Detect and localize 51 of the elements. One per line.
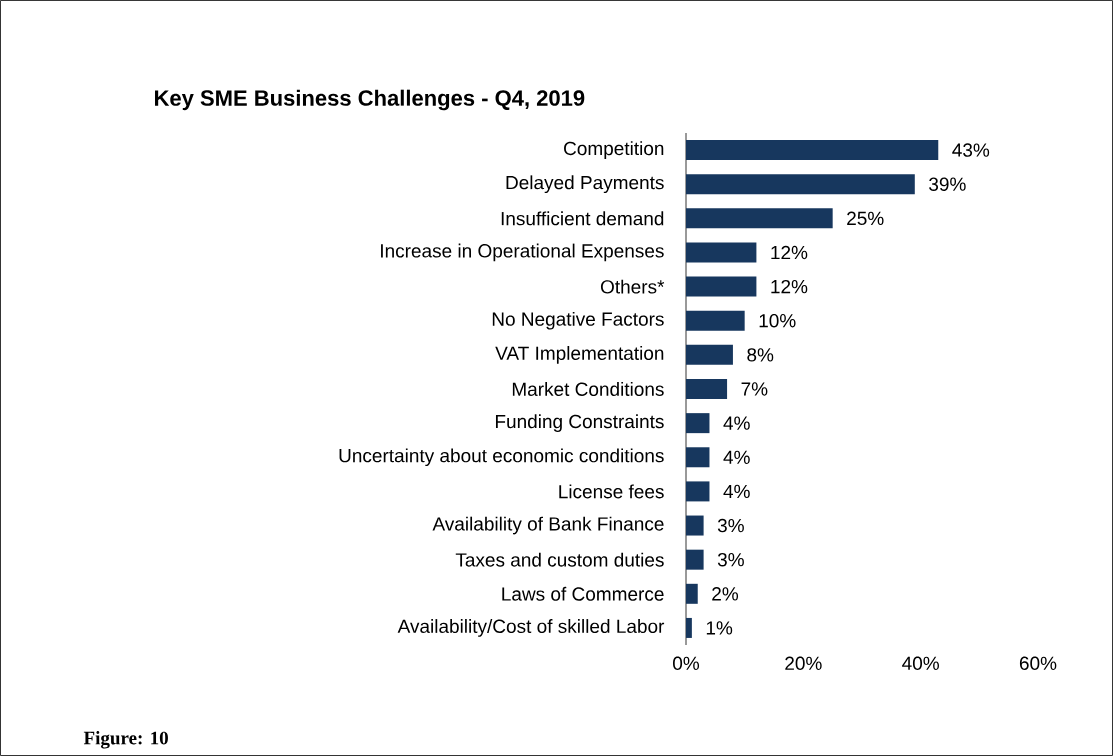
y-tick-label: Taxes and custom duties bbox=[455, 552, 664, 567]
y-tick-label: VAT Implementation bbox=[495, 346, 664, 364]
data-label: 43% bbox=[952, 143, 990, 157]
data-label: 8% bbox=[747, 348, 774, 362]
bar bbox=[686, 379, 728, 399]
y-tick-label: License fees bbox=[559, 484, 664, 499]
bar bbox=[686, 481, 710, 502]
y-tick-label: Market Conditions bbox=[512, 382, 664, 396]
data-label: 3% bbox=[717, 518, 744, 533]
data-label: 7% bbox=[741, 382, 768, 396]
bar bbox=[686, 208, 833, 229]
y-tick-label: Competition bbox=[564, 141, 664, 159]
data-label: 1% bbox=[706, 621, 733, 635]
data-label: 4% bbox=[723, 484, 750, 499]
bar bbox=[686, 549, 704, 570]
data-label: 12% bbox=[771, 245, 808, 260]
text: Figure: 10 bbox=[83, 731, 168, 749]
data-label: 39% bbox=[929, 177, 966, 191]
bar bbox=[686, 344, 733, 365]
bar bbox=[686, 617, 692, 638]
data-label: 4% bbox=[723, 450, 750, 464]
data-label: 3% bbox=[717, 552, 744, 567]
y-tick-label: Uncertainty about economic conditions bbox=[339, 448, 664, 467]
data-label: 25% bbox=[847, 211, 884, 226]
data-label: 2% bbox=[712, 587, 739, 601]
y-tick-label: Availability of Bank Finance bbox=[432, 516, 664, 535]
x-tick-label: 0% bbox=[673, 656, 700, 670]
y-tick-label: Laws of Commerce bbox=[502, 586, 664, 601]
data-label: 10% bbox=[759, 314, 796, 328]
y-tick-label: Increase in Operational Expenses bbox=[381, 243, 664, 262]
y-tick-label: Funding Constraints bbox=[495, 414, 664, 432]
y-tick-label: Delayed Payments bbox=[506, 175, 664, 194]
y-tick-label: Availability/Cost of skilled Labor bbox=[397, 619, 665, 637]
x-tick-label: 40% bbox=[902, 656, 939, 670]
bar bbox=[686, 140, 939, 161]
bar bbox=[686, 310, 745, 331]
bar bbox=[686, 174, 915, 195]
data-label: 12% bbox=[771, 279, 808, 294]
bar bbox=[686, 413, 710, 434]
y-tick-label: No Negative Factors bbox=[492, 311, 664, 330]
x-tick-label: 20% bbox=[785, 656, 822, 670]
bar bbox=[686, 515, 704, 536]
data-label: 4% bbox=[723, 416, 750, 430]
text: Key SME Business Challenges - Q4, 2019 bbox=[155, 89, 585, 111]
x-tick-label: 60% bbox=[1019, 656, 1057, 670]
bar bbox=[686, 583, 698, 604]
y-tick-label: Others* bbox=[600, 279, 665, 294]
bar bbox=[686, 276, 757, 297]
bar bbox=[686, 242, 757, 263]
y-tick-label: Insufficient demand bbox=[501, 211, 664, 226]
bar bbox=[686, 447, 710, 468]
